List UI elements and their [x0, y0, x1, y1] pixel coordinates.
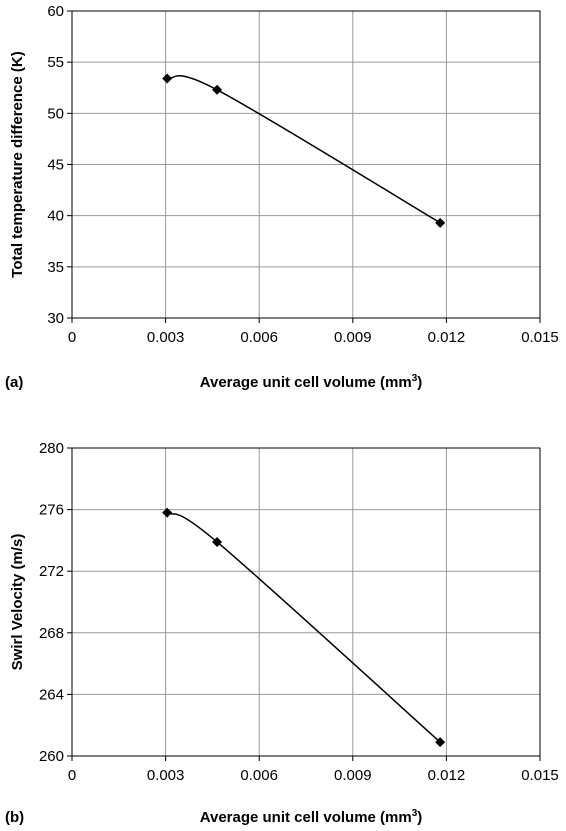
- chart-b-x-axis-label-end: ): [417, 809, 422, 826]
- chart-b-grid: [71, 447, 541, 757]
- chart-a-y-tick-label: 35: [47, 259, 64, 276]
- chart-a-y-tick-label: 40: [47, 208, 64, 225]
- chart-a-x-tick-label: 0.015: [521, 329, 559, 346]
- chart-b-line: [166, 512, 441, 743]
- chart-a-grid: [71, 10, 541, 319]
- chart-b-x-ticks: 0 0.003 0.006 0.009 0.012 0.015: [68, 756, 559, 784]
- chart-b-data-point: [162, 507, 173, 518]
- chart-b-x-axis-label-main: Average unit cell volume (mm: [200, 809, 412, 826]
- chart-b-x-axis-label-sup: 3: [412, 808, 418, 819]
- chart-a-line: [166, 75, 441, 224]
- chart-a-x-axis-label-sup: 3: [412, 373, 418, 384]
- chart-a-panel-label: (a): [5, 374, 23, 391]
- chart-b-markers: [162, 507, 446, 748]
- chart-b-plot-frame: [71, 447, 541, 757]
- chart-b-series-line: [166, 512, 441, 743]
- chart-a-x-tick-label: 0.009: [334, 329, 372, 346]
- chart-a-y-tick-label: 30: [47, 310, 64, 327]
- chart-a-y-ticks: 30 35 40 45 50 55 60: [47, 3, 72, 327]
- chart-a-y-tick-label: 45: [47, 157, 64, 174]
- chart-b-y-tick-label: 276: [39, 502, 64, 519]
- chart-a-x-tick-label: 0.012: [428, 329, 466, 346]
- chart-b-x-tick-label: 0.012: [428, 767, 466, 784]
- chart-a-y-axis-label: Total temperature difference (K): [9, 51, 26, 277]
- chart-a: 0 0.003 0.006 0.009 0.012 0.015 30 35 40 45 50 55 6…: [5, 3, 559, 391]
- chart-a-series-line: [166, 75, 441, 224]
- chart-a-y-tick-label: 55: [47, 54, 64, 71]
- chart-a-data-point: [162, 73, 173, 84]
- chart-a-y-tick-label: 60: [47, 3, 64, 20]
- chart-b-data-point: [212, 536, 223, 547]
- chart-b-x-tick-label: 0.009: [334, 767, 372, 784]
- chart-a-x-axis-label-main: Average unit cell volume (mm: [200, 374, 412, 391]
- chart-b-y-tick-label: 264: [39, 686, 64, 703]
- chart-b-data-point: [435, 737, 446, 748]
- chart-b-y-tick-label: 280: [39, 440, 64, 457]
- chart-a-x-tick-label: 0.003: [147, 329, 185, 346]
- chart-b-x-axis-label: Average unit cell volume (mm3): [200, 808, 423, 826]
- chart-b: 0 0.003 0.006 0.009 0.012 0.015 2602642682722…: [5, 440, 559, 826]
- chart-b-y-axis-label: Swirl Velocity (m/s): [9, 534, 26, 671]
- chart-b-x-tick-label: 0: [68, 767, 76, 784]
- chart-a-y-tick-label: 50: [47, 105, 64, 122]
- chart-b-y-ticks: 260 264 268 272 276 280: [39, 440, 72, 765]
- chart-b-x-tick-label: 0.003: [147, 767, 185, 784]
- chart-b-y-tick-label: 260: [39, 748, 64, 765]
- chart-a-x-tick-label: 0: [68, 329, 76, 346]
- chart-a-x-axis-label-end: ): [417, 374, 422, 391]
- chart-a-data-point: [435, 217, 446, 228]
- chart-b-y-tick-label: 268: [39, 625, 64, 642]
- chart-b-panel-label: (b): [5, 809, 24, 826]
- chart-a-x-ticks: 0 0.003 0.006 0.009 0.012 0.015: [68, 318, 559, 346]
- chart-b-x-tick-label: 0.015: [521, 767, 559, 784]
- chart-a-markers: [162, 73, 446, 228]
- chart-b-x-tick-label: 0.006: [240, 767, 278, 784]
- chart-a-x-axis-label: Average unit cell volume (mm3): [200, 373, 423, 391]
- chart-b-y-tick-label: 272: [39, 563, 64, 580]
- chart-a-data-point: [212, 84, 223, 95]
- chart-a-x-tick-label: 0.006: [240, 329, 278, 346]
